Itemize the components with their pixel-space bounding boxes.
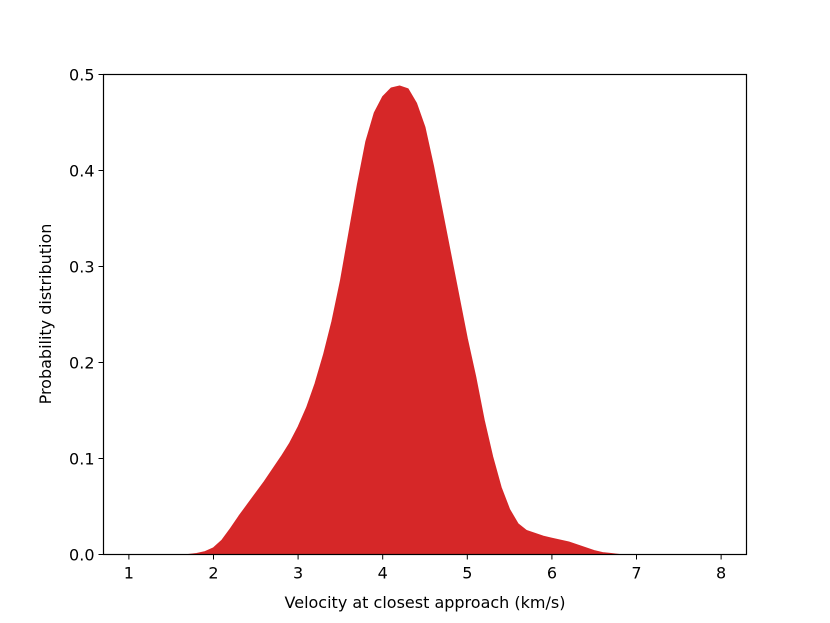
y-axis-ticks: 0.0 0.1 0.2 0.3 0.4 0.5 — [69, 66, 104, 565]
y-tick-label: 0.1 — [69, 450, 94, 469]
x-tick-label: 5 — [462, 564, 472, 583]
x-tick-label: 6 — [547, 564, 557, 583]
y-axis-label: Probability distribution — [36, 224, 55, 405]
x-tick-label: 4 — [378, 564, 388, 583]
y-tick-label: 0.5 — [69, 66, 94, 85]
x-tick-label: 1 — [124, 564, 134, 583]
x-tick-label: 3 — [293, 564, 303, 583]
y-tick-label: 0.3 — [69, 258, 94, 277]
y-tick-label: 0.0 — [69, 546, 94, 565]
plot-area — [128, 85, 722, 555]
plot-frame — [102, 73, 748, 556]
y-tick-label: 0.2 — [69, 354, 94, 373]
density-area-0 — [128, 85, 722, 555]
x-axis-label: Velocity at closest approach (km/s) — [285, 593, 566, 612]
x-axis-ticks: 1 2 3 4 5 6 7 8 — [124, 554, 726, 583]
x-tick-label: 2 — [208, 564, 218, 583]
x-tick-label: 8 — [716, 564, 726, 583]
x-tick-label: 7 — [631, 564, 641, 583]
y-tick-label: 0.4 — [69, 162, 94, 181]
